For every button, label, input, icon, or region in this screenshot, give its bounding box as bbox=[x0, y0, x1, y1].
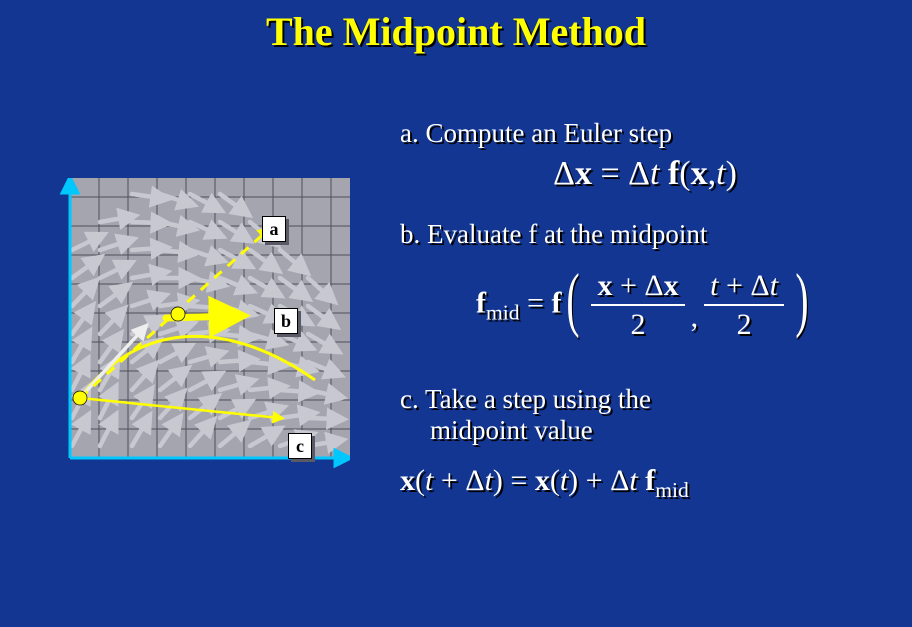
eq-c-p1: + bbox=[433, 464, 465, 497]
eq-b-frac2: t + Δt 2 bbox=[704, 270, 784, 342]
eq-b-n2p: + bbox=[719, 269, 751, 302]
eq-b-d1: 2 bbox=[591, 306, 684, 342]
diagram-label-a: a bbox=[262, 216, 286, 242]
step-b-equation: fmid = f(x + Δx2,t + Δt2) bbox=[400, 270, 890, 342]
eq-b-d2: 2 bbox=[704, 306, 784, 342]
eq-a-t: t bbox=[650, 155, 668, 192]
step-b-label: b. Evaluate f at the midpoint bbox=[400, 219, 890, 250]
eq-a-open: ( bbox=[679, 155, 690, 192]
diagram-label-c: c bbox=[288, 433, 312, 459]
diagram-label-b: b bbox=[274, 308, 298, 334]
step-c: c. Take a step using the midpoint value … bbox=[400, 384, 890, 503]
eq-b-frac1: x + Δx 2 bbox=[591, 270, 684, 342]
step-c-equation: x(t + Δt) = x(t) + Δt fmid bbox=[400, 464, 890, 503]
step-a-equation: Δx = Δt f(x,t) bbox=[400, 155, 890, 193]
eq-c-o2: ( bbox=[550, 464, 560, 497]
eq-c-t1b: t bbox=[485, 464, 493, 497]
eq-a-ta: t bbox=[716, 155, 725, 192]
eq-b-eq: = bbox=[520, 287, 552, 320]
slide-title: The Midpoint Method bbox=[0, 8, 912, 55]
eq-a-delta2: Δ bbox=[628, 155, 650, 192]
eq-c-x2: x bbox=[535, 464, 550, 497]
eq-b-comma: , bbox=[691, 301, 699, 334]
eq-b-n1x2: x bbox=[664, 269, 679, 302]
eq-c-c1: ) bbox=[493, 464, 503, 497]
eq-a-x: x bbox=[575, 155, 592, 192]
eq-a-xa: x bbox=[691, 155, 708, 192]
eq-b-n1d: Δ bbox=[644, 269, 663, 302]
eq-b-rparen: ) bbox=[795, 267, 808, 332]
eq-c-t2b: t bbox=[629, 464, 645, 497]
eq-b-n1p: + bbox=[612, 269, 644, 302]
steps-column: a. Compute an Euler step Δx = Δt f(x,t) … bbox=[400, 116, 890, 503]
diagram-svg bbox=[60, 178, 350, 468]
step-a: a. Compute an Euler step Δx = Δt f(x,t) bbox=[400, 118, 890, 193]
slide: The Midpoint Method a bbox=[0, 0, 912, 627]
eq-c-f: f bbox=[645, 464, 655, 497]
eq-c-d1: Δ bbox=[465, 464, 484, 497]
eq-b-n2t2: t bbox=[770, 269, 778, 302]
eq-a-comma: , bbox=[708, 155, 717, 192]
eq-b-f2: f bbox=[551, 287, 561, 320]
step-c-label-1: c. Take a step using the bbox=[400, 384, 890, 415]
eq-b-n1x: x bbox=[597, 269, 612, 302]
eq-c-c2: ) bbox=[568, 464, 578, 497]
step-b: b. Evaluate f at the midpoint fmid = f(x… bbox=[400, 219, 890, 342]
eq-b-sub: mid bbox=[486, 301, 520, 325]
eq-a-delta1: Δ bbox=[553, 155, 575, 192]
eq-c-eq: = bbox=[503, 464, 535, 497]
eq-b-n2t: t bbox=[710, 269, 718, 302]
step-a-label: a. Compute an Euler step bbox=[400, 118, 890, 149]
step-c-label-2: midpoint value bbox=[400, 415, 890, 446]
eq-c-p2: + bbox=[578, 464, 610, 497]
eq-b-n2d: Δ bbox=[750, 269, 769, 302]
eq-c-d2: Δ bbox=[610, 464, 629, 497]
eq-c-x1: x bbox=[400, 464, 415, 497]
vector-field-diagram: a b c bbox=[60, 178, 350, 473]
eq-b-lparen: ( bbox=[567, 267, 580, 332]
eq-a-eq: = bbox=[592, 155, 628, 192]
eq-c-o1: ( bbox=[415, 464, 425, 497]
eq-b-f1: f bbox=[476, 287, 486, 320]
eq-a-close: ) bbox=[726, 155, 737, 192]
eq-c-fsub: mid bbox=[655, 478, 689, 502]
eq-c-t2: t bbox=[560, 464, 568, 497]
eq-a-f: f bbox=[668, 155, 679, 192]
